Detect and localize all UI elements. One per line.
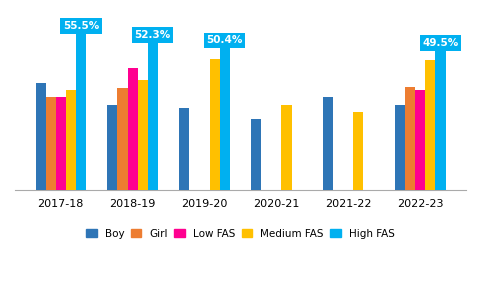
Bar (137, 80, 147, 190)
Text: 52.3%: 52.3% (134, 30, 170, 40)
Bar (179, 108, 189, 190)
Bar (353, 112, 363, 190)
Bar (251, 119, 261, 190)
Bar (395, 105, 404, 190)
Bar (209, 59, 219, 190)
Bar (76, 33, 85, 190)
Bar (107, 105, 117, 190)
Bar (46, 97, 56, 190)
Bar (127, 68, 137, 190)
Text: 49.5%: 49.5% (421, 38, 457, 48)
Bar (147, 42, 157, 190)
Bar (414, 90, 424, 190)
Bar (281, 105, 291, 190)
Bar (323, 97, 333, 190)
Bar (434, 50, 444, 190)
Bar (36, 83, 46, 190)
Bar (424, 60, 434, 190)
Text: 50.4%: 50.4% (206, 35, 242, 45)
Bar (56, 97, 66, 190)
Legend: Boy, Girl, Low FAS, Medium FAS, High FAS: Boy, Girl, Low FAS, Medium FAS, High FAS (82, 224, 398, 243)
Bar (117, 88, 127, 190)
Bar (66, 90, 76, 190)
Text: 55.5%: 55.5% (62, 21, 99, 31)
Bar (404, 87, 414, 190)
Bar (219, 48, 229, 190)
